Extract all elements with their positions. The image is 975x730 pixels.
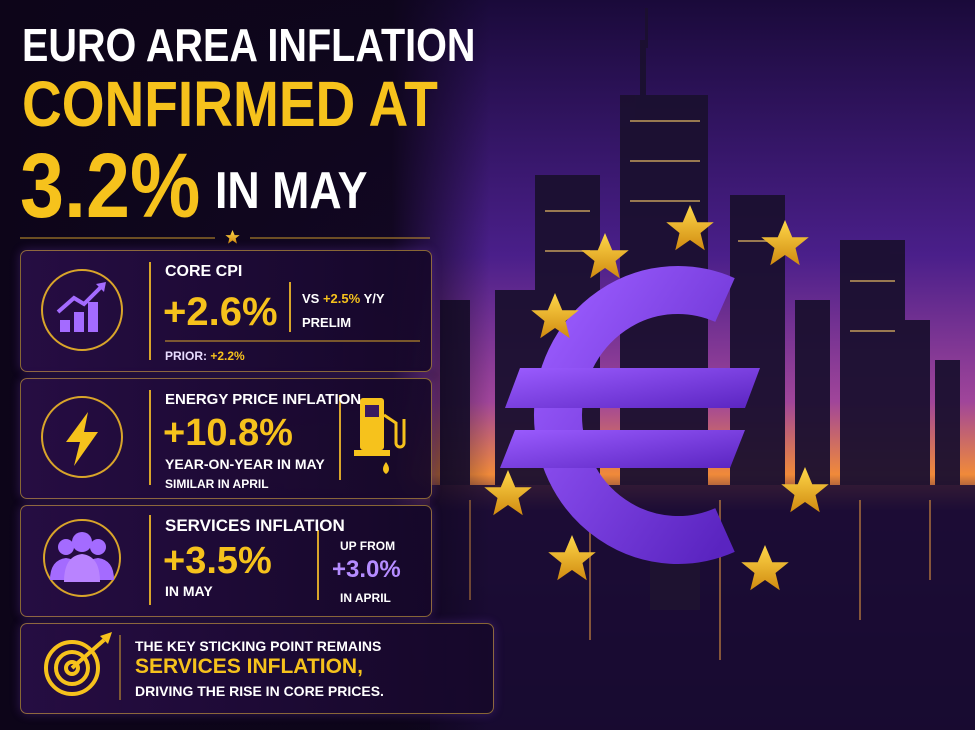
card-value: +10.8% bbox=[163, 412, 293, 454]
card-label: ENERGY PRICE INFLATION bbox=[165, 391, 362, 408]
card-value: +2.6% bbox=[163, 290, 278, 334]
compare-suffix: IN APRIL bbox=[340, 591, 391, 605]
headline-value: 3.2% bbox=[20, 135, 201, 237]
compare-prefix: VS bbox=[302, 291, 320, 306]
headline-suffix: IN MAY bbox=[215, 162, 368, 220]
prior-label: PRIOR: bbox=[165, 349, 207, 363]
prior-line: PRIOR: +2.2% bbox=[165, 350, 245, 362]
compare-value: +3.0% bbox=[332, 556, 401, 583]
compare-note: PRELIM bbox=[302, 315, 352, 330]
compare-suffix: Y/Y bbox=[363, 291, 385, 306]
title-line1: EURO AREA INFLATION bbox=[22, 19, 476, 71]
card-label: SERVICES INFLATION bbox=[165, 516, 345, 535]
card-line: IN MAY bbox=[165, 583, 213, 599]
compare-line: VS +2.5% Y/Y bbox=[302, 292, 385, 305]
card-icons bbox=[41, 262, 420, 700]
note-highlight: SERVICES INFLATION, bbox=[135, 655, 363, 678]
title-line2: CONFIRMED AT bbox=[22, 68, 438, 140]
note-line: DRIVING THE RISE IN CORE PRICES. bbox=[135, 683, 384, 699]
card-line: YEAR-ON-YEAR IN MAY bbox=[165, 456, 325, 472]
compare-prefix: UP FROM bbox=[340, 539, 396, 553]
card-label: CORE CPI bbox=[165, 263, 243, 280]
prior-value: +2.2% bbox=[210, 349, 245, 363]
note-line: THE KEY STICKING POINT REMAINS bbox=[135, 638, 382, 654]
card-value: +3.5% bbox=[163, 540, 272, 582]
compare-value: +2.5% bbox=[322, 291, 361, 306]
card-line: SIMILAR IN APRIL bbox=[165, 477, 269, 491]
